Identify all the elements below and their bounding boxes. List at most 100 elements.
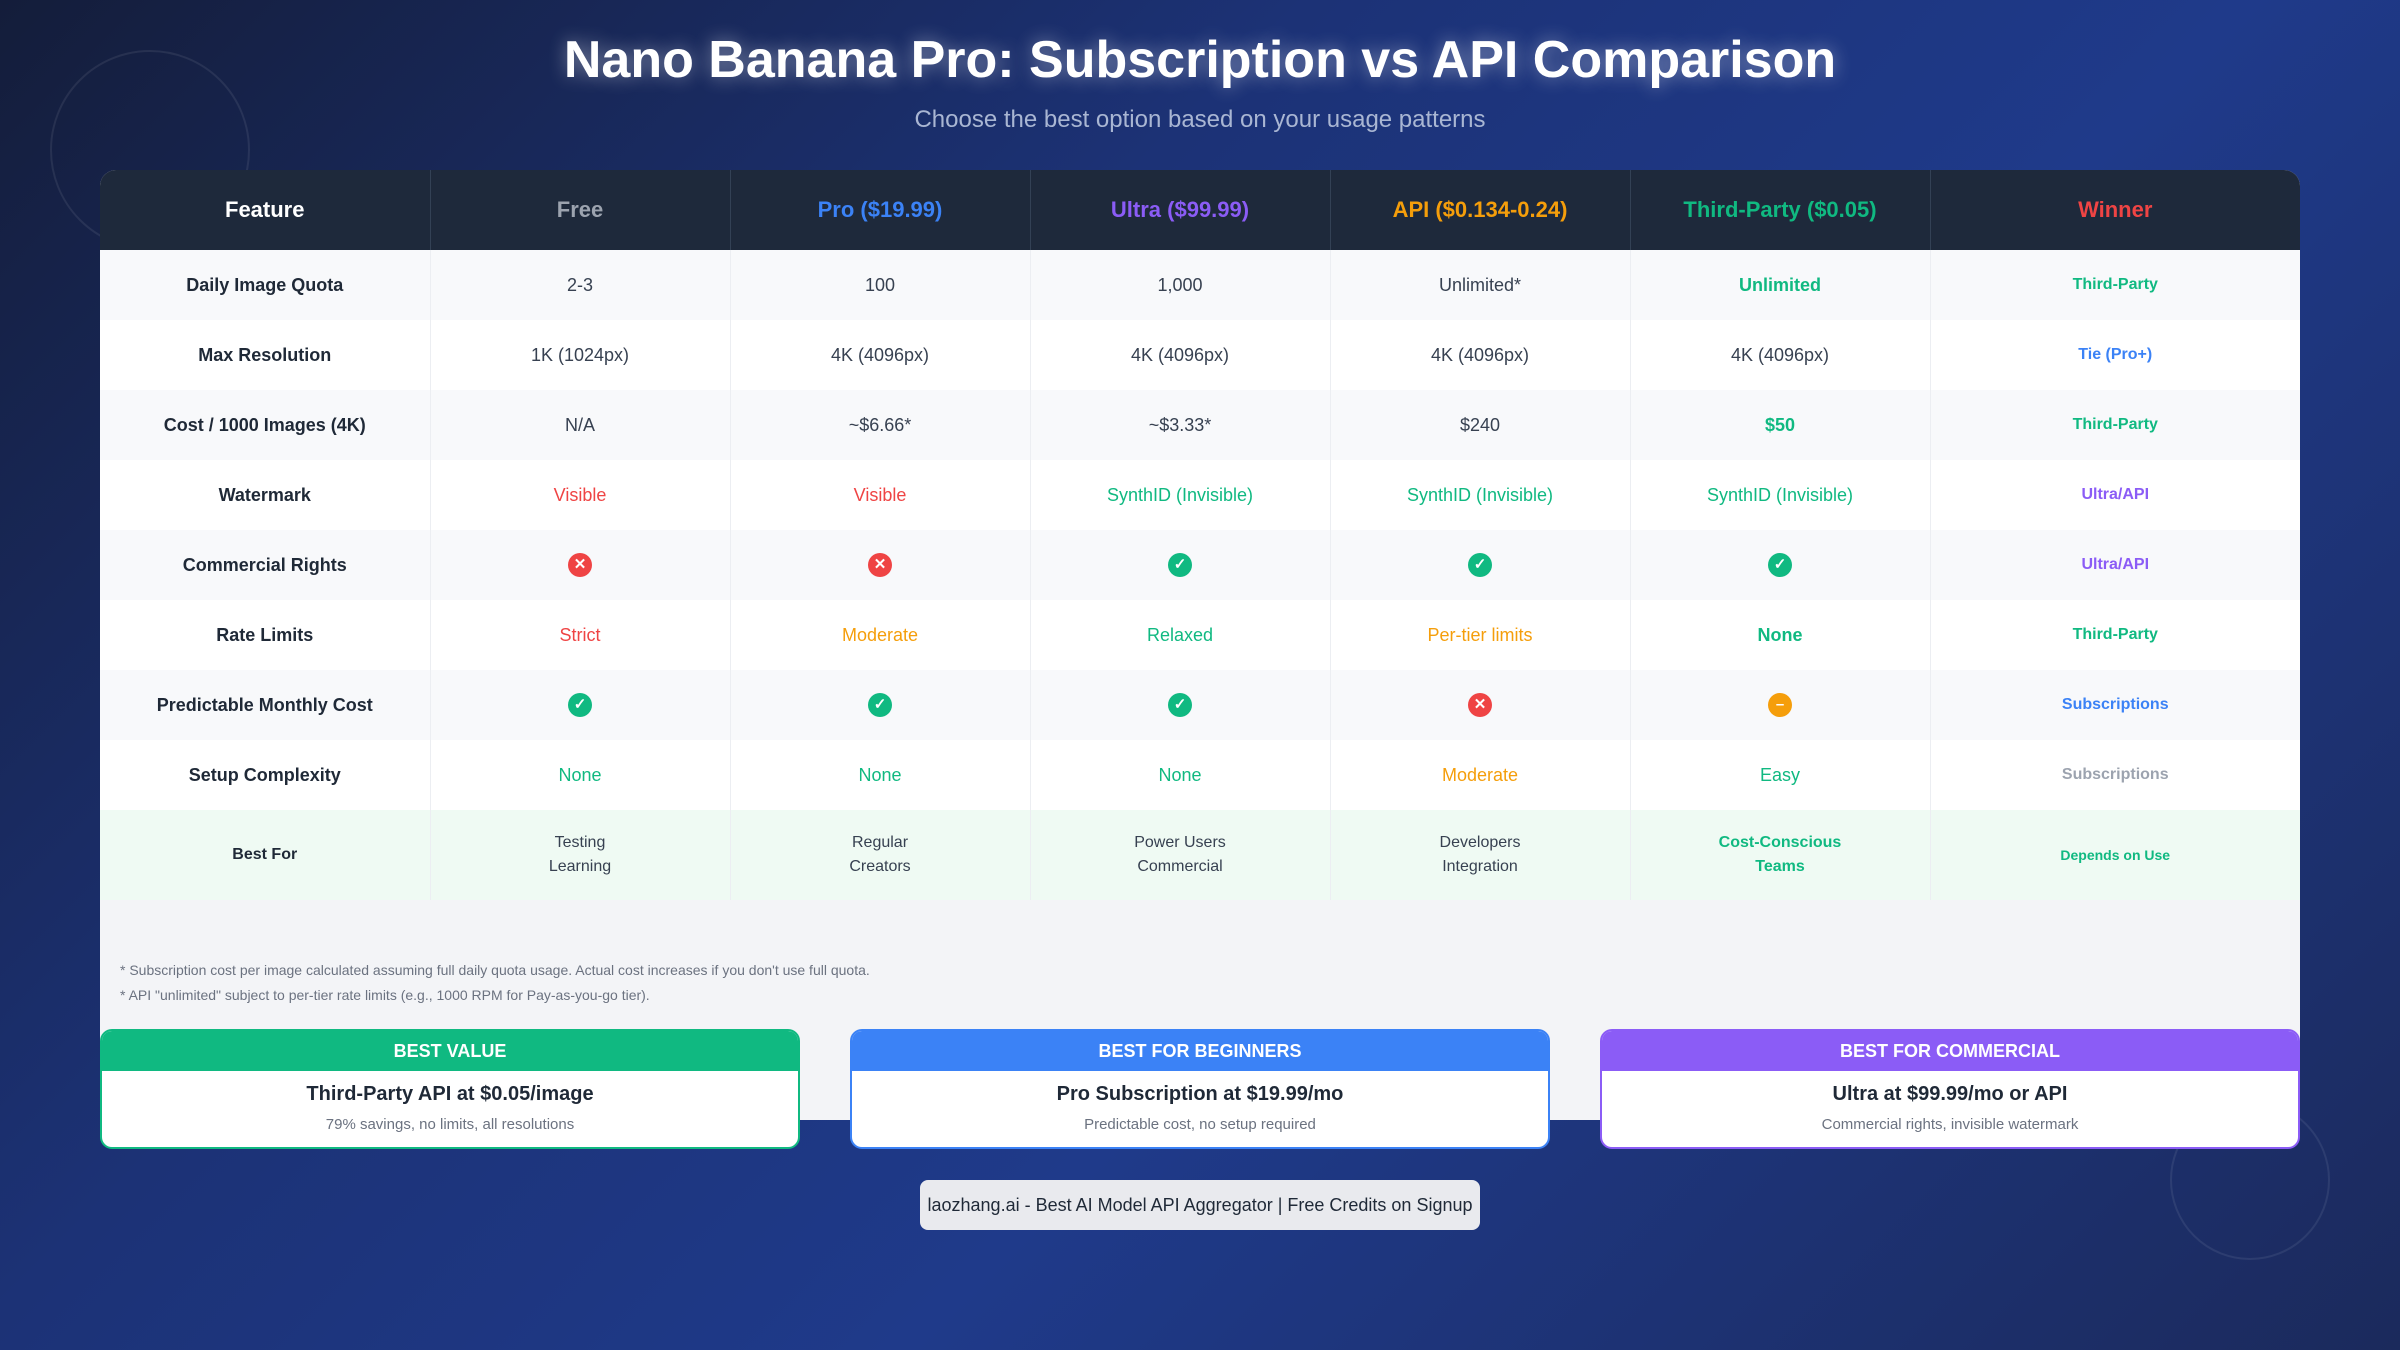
table-header-row: Feature Free Pro ($19.99) Ultra ($99.99) API… bbox=[100, 170, 2300, 250]
feature-label: Max Resolution bbox=[100, 320, 431, 390]
column-header: Ultra ($99.99) bbox=[1030, 170, 1331, 250]
table-cell: SynthID (Invisible) bbox=[1630, 460, 1931, 530]
comparison-table: Feature Free Pro ($19.99) Ultra ($99.99) API… bbox=[100, 170, 2300, 900]
cell-line: Teams bbox=[1755, 858, 1805, 875]
cell-line: Regular bbox=[851, 834, 909, 851]
table-cell: ✓ bbox=[1030, 530, 1331, 600]
table-cell: – bbox=[1630, 670, 1931, 740]
cell-line: Testing bbox=[554, 834, 606, 851]
page-subtitle: Choose the best option based on your usa… bbox=[914, 106, 1486, 133]
table-cell: ✕ bbox=[730, 530, 1031, 600]
footnotes: * Subscription cost per image calculated… bbox=[120, 958, 870, 1008]
table-cell: Strict bbox=[430, 600, 731, 670]
table-cell: Moderate bbox=[730, 600, 1031, 670]
table-cell: 4K (4096px) bbox=[1630, 320, 1931, 390]
check-circle-icon: ✓ bbox=[568, 693, 592, 717]
x-circle-icon: ✕ bbox=[568, 553, 592, 577]
feature-label: Watermark bbox=[100, 460, 431, 530]
footnote: * API "unlimited" subject to per-tier ra… bbox=[120, 987, 650, 1003]
column-header: Free bbox=[430, 170, 731, 250]
table-cell: ✓ bbox=[730, 670, 1031, 740]
table-cell: 100 bbox=[730, 250, 1031, 320]
table-cell: Testing Learning bbox=[430, 810, 731, 900]
table-row: Predictable Monthly Cost ✓ ✓ ✓ ✕ – Subscriptio… bbox=[100, 670, 2300, 740]
cell-line: Integration bbox=[1442, 858, 1518, 875]
table-cell: ~$6.66* bbox=[730, 390, 1031, 460]
card-description: Predictable cost, no setup required bbox=[1084, 1116, 1316, 1133]
winner-cell: Depends on Use bbox=[1930, 810, 2300, 900]
table-cell: $240 bbox=[1330, 390, 1631, 460]
cell-line: Creators bbox=[849, 858, 911, 875]
winner-cell: Subscriptions bbox=[1930, 670, 2300, 740]
feature-label: Rate Limits bbox=[100, 600, 431, 670]
table-cell: $50 bbox=[1630, 390, 1931, 460]
table-cell: Moderate bbox=[1330, 740, 1631, 810]
card-description: Commercial rights, invisible watermark bbox=[1821, 1116, 2079, 1133]
card-title: Ultra at $99.99/mo or API bbox=[1832, 1083, 2068, 1105]
winner-cell: Ultra/API bbox=[1930, 530, 2300, 600]
table-cell: ✕ bbox=[1330, 670, 1631, 740]
feature-label: Predictable Monthly Cost bbox=[100, 670, 431, 740]
table-cell: Visible bbox=[430, 460, 731, 530]
table-cell: ✓ bbox=[1630, 530, 1931, 600]
x-circle-icon: ✕ bbox=[868, 553, 892, 577]
table-cell: Unlimited bbox=[1630, 250, 1931, 320]
cell-line: Power Users bbox=[1134, 834, 1226, 851]
table-cell: 2-3 bbox=[430, 250, 731, 320]
feature-label: Best For bbox=[100, 810, 431, 900]
feature-label: Commercial Rights bbox=[100, 530, 431, 600]
check-circle-icon: ✓ bbox=[868, 693, 892, 717]
table-cell: SynthID (Invisible) bbox=[1330, 460, 1631, 530]
feature-label: Cost / 1000 Images (4K) bbox=[100, 390, 431, 460]
page-title: Nano Banana Pro: Subscription vs API Com… bbox=[563, 31, 1837, 89]
recommendation-card: BEST VALUE Third-Party API at $0.05/image… bbox=[100, 1029, 800, 1149]
x-circle-icon: ✕ bbox=[1468, 693, 1492, 717]
winner-cell: Third-Party bbox=[1930, 390, 2300, 460]
table-cell: Per-tier limits bbox=[1330, 600, 1631, 670]
comparison-panel: Feature Free Pro ($19.99) Ultra ($99.99) API… bbox=[100, 170, 2300, 1120]
column-header: API ($0.134-0.24) bbox=[1330, 170, 1631, 250]
column-header: Winner bbox=[1930, 170, 2300, 250]
table-row: Rate Limits Strict Moderate Relaxed Per-tier… bbox=[100, 600, 2300, 670]
card-header: BEST FOR BEGINNERS bbox=[852, 1031, 1548, 1071]
table-row: Daily Image Quota 2-3 100 1,000 Unlimited* Un… bbox=[100, 250, 2300, 320]
table-cell: ✓ bbox=[430, 670, 731, 740]
table-cell: None bbox=[430, 740, 731, 810]
winner-cell: Third-Party bbox=[1930, 250, 2300, 320]
table-cell: Relaxed bbox=[1030, 600, 1331, 670]
footer-badge[interactable]: laozhang.ai - Best AI Model API Aggregat… bbox=[920, 1180, 1480, 1230]
table-cell: Unlimited* bbox=[1330, 250, 1631, 320]
table-cell: None bbox=[1630, 600, 1931, 670]
table-cell: None bbox=[730, 740, 1031, 810]
minus-circle-icon: – bbox=[1768, 693, 1792, 717]
table-cell: 4K (4096px) bbox=[1030, 320, 1331, 390]
card-title: Pro Subscription at $19.99/mo bbox=[1056, 1083, 1344, 1105]
winner-cell: Third-Party bbox=[1930, 600, 2300, 670]
card-title: Third-Party API at $0.05/image bbox=[306, 1083, 594, 1105]
card-description: 79% savings, no limits, all resolutions bbox=[325, 1116, 575, 1133]
card-header: BEST VALUE bbox=[102, 1031, 798, 1071]
table-row: Best For Testing Learning Regular Creators Po… bbox=[100, 810, 2300, 900]
winner-cell: Subscriptions bbox=[1930, 740, 2300, 810]
check-circle-icon: ✓ bbox=[1168, 693, 1192, 717]
table-row: Max Resolution 1K (1024px) 4K (4096px) 4K (… bbox=[100, 320, 2300, 390]
recommendation-card: BEST FOR BEGINNERS Pro Subscription at $1… bbox=[850, 1029, 1550, 1149]
winner-cell: Ultra/API bbox=[1930, 460, 2300, 530]
card-header: BEST FOR COMMERCIAL bbox=[1602, 1031, 2298, 1071]
table-cell: ✓ bbox=[1330, 530, 1631, 600]
cell-line: Developers bbox=[1439, 834, 1521, 851]
table-cell: ~$3.33* bbox=[1030, 390, 1331, 460]
footnote: * Subscription cost per image calculated… bbox=[120, 962, 870, 978]
table-cell: Visible bbox=[730, 460, 1031, 530]
table-cell: ✓ bbox=[1030, 670, 1331, 740]
check-circle-icon: ✓ bbox=[1768, 553, 1792, 577]
cell-line: Commercial bbox=[1137, 858, 1223, 875]
table-cell: Developers Integration bbox=[1330, 810, 1631, 900]
column-header: Feature bbox=[100, 170, 431, 250]
table-cell: Regular Creators bbox=[730, 810, 1031, 900]
table-cell: N/A bbox=[430, 390, 731, 460]
cell-line: Learning bbox=[548, 858, 612, 875]
table-cell: ✕ bbox=[430, 530, 731, 600]
check-circle-icon: ✓ bbox=[1468, 553, 1492, 577]
check-circle-icon: ✓ bbox=[1168, 553, 1192, 577]
